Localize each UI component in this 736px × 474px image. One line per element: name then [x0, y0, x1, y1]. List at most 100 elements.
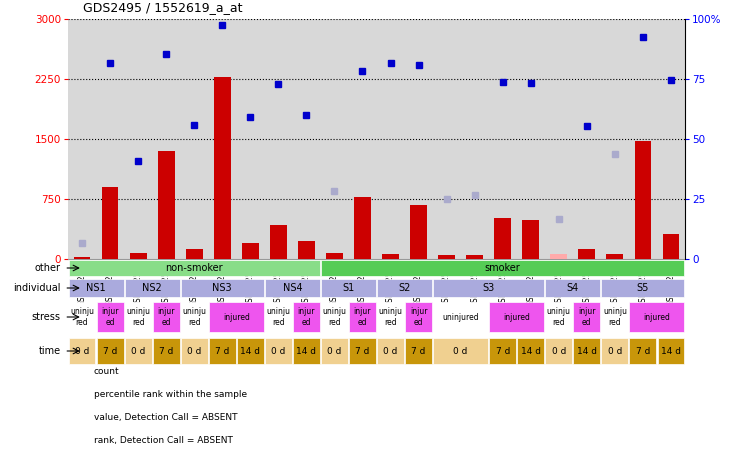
Text: 0 d: 0 d: [383, 346, 397, 356]
Bar: [495, 218, 511, 259]
Text: 0 d: 0 d: [608, 346, 622, 356]
Bar: [265, 337, 291, 365]
Text: uninjured: uninjured: [442, 312, 479, 321]
Text: injur
ed: injur ed: [158, 307, 175, 327]
Text: injured: injured: [223, 312, 250, 321]
Bar: [68, 260, 320, 275]
Text: S5: S5: [637, 283, 649, 293]
Bar: [321, 302, 348, 332]
Bar: [68, 279, 124, 297]
Bar: [354, 197, 371, 259]
Bar: [298, 241, 315, 259]
Bar: [181, 279, 263, 297]
Bar: [124, 302, 152, 332]
Bar: [209, 302, 263, 332]
Bar: [349, 302, 376, 332]
Text: injur
ed: injur ed: [102, 307, 118, 327]
Bar: [68, 337, 96, 365]
Bar: [662, 234, 679, 259]
Bar: [601, 302, 629, 332]
Text: S2: S2: [398, 283, 411, 293]
Bar: [523, 220, 539, 259]
Text: 7 d: 7 d: [411, 346, 425, 356]
Bar: [68, 302, 96, 332]
Bar: [551, 254, 567, 259]
Text: 14 d: 14 d: [661, 346, 681, 356]
Bar: [152, 337, 180, 365]
Bar: [489, 302, 544, 332]
Bar: [326, 253, 343, 259]
Text: 7 d: 7 d: [159, 346, 174, 356]
Text: S3: S3: [483, 283, 495, 293]
Text: rank, Detection Call = ABSENT: rank, Detection Call = ABSENT: [93, 436, 233, 445]
Text: injured: injured: [503, 312, 530, 321]
Bar: [517, 337, 544, 365]
Bar: [578, 248, 595, 259]
Text: NS3: NS3: [213, 283, 232, 293]
Bar: [629, 302, 684, 332]
Bar: [377, 337, 404, 365]
Text: 7 d: 7 d: [355, 346, 369, 356]
Bar: [158, 151, 174, 259]
Bar: [434, 302, 488, 332]
Text: count: count: [93, 367, 119, 376]
Text: uninju
red: uninju red: [322, 307, 347, 327]
Bar: [438, 255, 455, 259]
Text: uninju
red: uninju red: [183, 307, 206, 327]
Text: injur
ed: injur ed: [297, 307, 315, 327]
Bar: [601, 279, 684, 297]
Bar: [321, 279, 376, 297]
Text: other: other: [35, 263, 60, 273]
Text: time: time: [38, 346, 60, 356]
Text: uninju
red: uninju red: [603, 307, 627, 327]
Bar: [405, 337, 432, 365]
Bar: [606, 254, 623, 259]
Bar: [185, 249, 202, 259]
Text: 0 d: 0 d: [453, 346, 468, 356]
Text: 7 d: 7 d: [103, 346, 117, 356]
Bar: [293, 302, 320, 332]
Text: NS2: NS2: [142, 283, 162, 293]
Text: S1: S1: [342, 283, 355, 293]
Bar: [601, 337, 629, 365]
Bar: [265, 302, 291, 332]
Bar: [96, 337, 124, 365]
Text: 14 d: 14 d: [240, 346, 261, 356]
Bar: [545, 302, 573, 332]
Bar: [96, 302, 124, 332]
Text: individual: individual: [13, 283, 60, 293]
Text: 14 d: 14 d: [297, 346, 316, 356]
Text: percentile rank within the sample: percentile rank within the sample: [93, 390, 247, 399]
Bar: [434, 279, 544, 297]
Text: uninju
red: uninju red: [266, 307, 290, 327]
Text: 14 d: 14 d: [521, 346, 541, 356]
Text: uninju
red: uninju red: [378, 307, 403, 327]
Bar: [349, 337, 376, 365]
Text: uninju
red: uninju red: [126, 307, 150, 327]
Text: GDS2495 / 1552619_a_at: GDS2495 / 1552619_a_at: [82, 1, 242, 14]
Text: NS1: NS1: [86, 283, 106, 293]
Bar: [124, 337, 152, 365]
Bar: [321, 260, 684, 275]
Bar: [265, 279, 320, 297]
Text: 0 d: 0 d: [187, 346, 202, 356]
Bar: [377, 279, 432, 297]
Bar: [382, 254, 399, 259]
Text: injur
ed: injur ed: [410, 307, 428, 327]
Text: injur
ed: injur ed: [578, 307, 595, 327]
Text: 0 d: 0 d: [131, 346, 145, 356]
Bar: [209, 337, 236, 365]
Text: 7 d: 7 d: [636, 346, 650, 356]
Text: non-smoker: non-smoker: [166, 263, 223, 273]
Bar: [130, 253, 146, 259]
Bar: [181, 302, 208, 332]
Bar: [242, 243, 259, 259]
Bar: [293, 337, 320, 365]
Text: stress: stress: [32, 312, 60, 322]
Text: 7 d: 7 d: [495, 346, 510, 356]
Text: 0 d: 0 d: [328, 346, 342, 356]
Text: 0 d: 0 d: [75, 346, 89, 356]
Bar: [573, 337, 601, 365]
Bar: [634, 141, 651, 259]
Bar: [237, 337, 263, 365]
